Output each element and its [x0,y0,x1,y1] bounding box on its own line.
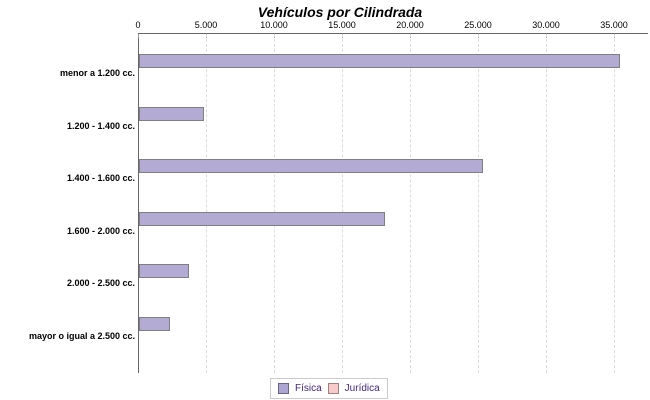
x-tick-label: 0 [135,20,141,30]
bar-física-1 [139,107,204,121]
gridline [274,34,275,373]
gridline [546,34,547,373]
x-tick-label: 10.000 [260,20,288,30]
x-tick-label: 30.000 [532,20,560,30]
bar-física-3 [139,212,385,226]
legend-label-fisica: Física [295,383,322,394]
gridline [410,34,411,373]
x-tick-label: 35.000 [600,20,628,30]
bar-física-4 [139,264,189,278]
category-label: 1.200 - 1.400 cc. [66,121,135,131]
legend: Física Jurídica [270,378,388,399]
bar-física-2 [139,159,483,173]
gridline [342,34,343,373]
y-axis-line [138,33,139,373]
x-tick-label: 15.000 [328,20,356,30]
x-tick-label: 5.000 [194,20,218,30]
category-label: mayor o igual a 2.500 cc. [28,331,135,341]
chart-title: Vehículos por Cilindrada [257,4,423,20]
legend-label-juridica: Jurídica [344,383,380,394]
x-axis-line [138,33,648,34]
bar-física-0 [139,54,620,68]
category-label: 1.400 - 1.600 cc. [66,173,135,183]
x-tick-label: 25.000 [464,20,492,30]
category-label: 2.000 - 2.500 cc. [66,278,135,288]
x-tick-mark [138,34,139,38]
gridline [206,34,207,373]
x-tick-label: 20.000 [396,20,424,30]
bar-física-5 [139,317,170,331]
legend-swatch-fisica [278,383,289,394]
gridline [478,34,479,373]
legend-swatch-juridica [327,383,339,394]
gridline [614,34,615,373]
category-label: 1.600 - 2.000 cc. [66,226,135,236]
category-label: menor a 1.200 cc. [59,68,135,78]
